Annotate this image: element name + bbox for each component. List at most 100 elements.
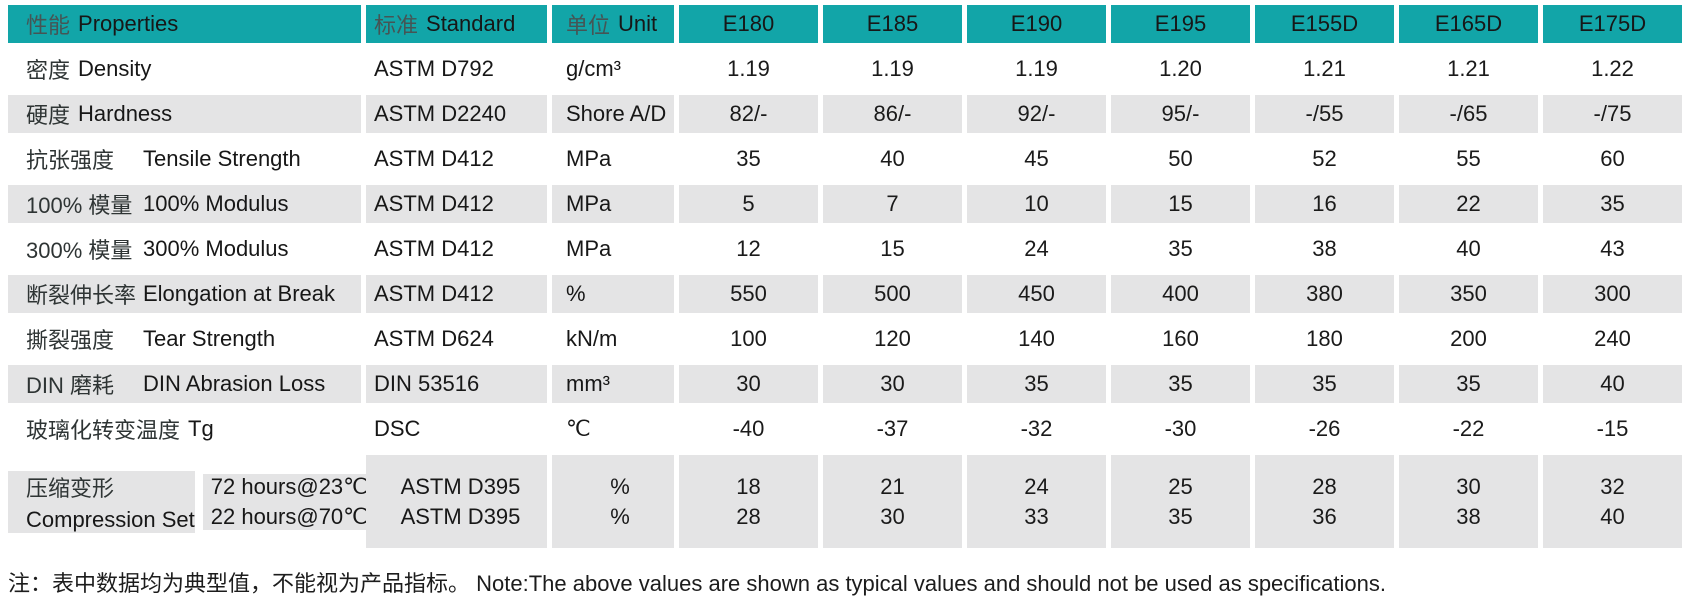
unit-cell: kN/m bbox=[552, 320, 674, 358]
value-cell: 30 bbox=[679, 365, 818, 403]
value-cell: 40 bbox=[1399, 230, 1538, 268]
value-cell: 380 bbox=[1255, 275, 1394, 313]
unit-cell: % bbox=[552, 275, 674, 313]
property-cell: 100% 模量 100% Modulus bbox=[8, 185, 361, 223]
property-en: 300% Modulus bbox=[143, 236, 289, 261]
header-cell-properties: 性能 Properties bbox=[8, 5, 361, 43]
property-cell: 密度 Density bbox=[8, 50, 361, 88]
value-line: 30 bbox=[1456, 473, 1481, 499]
value-cell: -40 bbox=[679, 410, 818, 448]
value-cell: 43 bbox=[1543, 230, 1682, 268]
value-line: 38 bbox=[1456, 503, 1481, 529]
value-cell: -15 bbox=[1543, 410, 1682, 448]
value-cell: 55 bbox=[1399, 140, 1538, 178]
value-cell: 21 30 bbox=[823, 455, 962, 548]
value-cell: 1.21 bbox=[1255, 50, 1394, 88]
value-cell: 25 35 bbox=[1111, 455, 1250, 548]
value-cell: 24 33 bbox=[967, 455, 1106, 548]
property-en: Tensile Strength bbox=[143, 146, 301, 171]
value-cell: 1.22 bbox=[1543, 50, 1682, 88]
value-cell: 28 36 bbox=[1255, 455, 1394, 548]
compression-name-block: 压缩变形 Compression Set bbox=[8, 470, 195, 533]
value-cell: 120 bbox=[823, 320, 962, 358]
unit-cell: g/cm³ bbox=[552, 50, 674, 88]
standard-cell: DSC bbox=[366, 410, 547, 448]
property-zh: DIN 磨耗 bbox=[26, 373, 115, 398]
value-cell: 5 bbox=[679, 185, 818, 223]
unit-cell: MPa bbox=[552, 230, 674, 268]
value-cell: 95/- bbox=[1111, 95, 1250, 133]
value-cell: 1.19 bbox=[967, 50, 1106, 88]
header-cell-product-e155d: E155D bbox=[1255, 5, 1394, 43]
property-en: Compression Set bbox=[26, 506, 195, 532]
header-cell-product-e165d: E165D bbox=[1399, 5, 1538, 43]
standard-cell: DIN 53516 bbox=[366, 365, 547, 403]
value-cell: 7 bbox=[823, 185, 962, 223]
value-cell: -32 bbox=[967, 410, 1106, 448]
property-zh: 玻璃化转变温度 bbox=[26, 418, 181, 443]
value-cell: 300 bbox=[1543, 275, 1682, 313]
header-cell-product-e185: E185 bbox=[823, 5, 962, 43]
property-zh: 100% 模量 bbox=[26, 193, 133, 218]
standard-cell: ASTM D2240 bbox=[366, 95, 547, 133]
property-cell: 断裂伸长率 Elongation at Break bbox=[8, 275, 361, 313]
value-cell: 500 bbox=[823, 275, 962, 313]
property-cell: 玻璃化转变温度 Tg bbox=[8, 410, 361, 448]
header-cell-product-e180: E180 bbox=[679, 5, 818, 43]
value-cell: 35 bbox=[1111, 365, 1250, 403]
value-line: 24 bbox=[1024, 473, 1049, 499]
value-cell: 400 bbox=[1111, 275, 1250, 313]
value-cell: 60 bbox=[1543, 140, 1682, 178]
value-cell: 450 bbox=[967, 275, 1106, 313]
unit-line: % bbox=[610, 473, 630, 499]
value-cell: 92/- bbox=[967, 95, 1106, 133]
value-cell: 50 bbox=[1111, 140, 1250, 178]
standard-cell: ASTM D395 ASTM D395 bbox=[366, 455, 547, 548]
header-cell-unit: 单位 Unit bbox=[552, 5, 674, 43]
value-cell: -26 bbox=[1255, 410, 1394, 448]
value-cell: -30 bbox=[1111, 410, 1250, 448]
value-cell: 240 bbox=[1543, 320, 1682, 358]
property-zh: 抗张强度 bbox=[26, 148, 115, 173]
value-line: 25 bbox=[1168, 473, 1193, 499]
value-cell: 35 bbox=[967, 365, 1106, 403]
header-cell-product-e190: E190 bbox=[967, 5, 1106, 43]
value-cell: -/65 bbox=[1399, 95, 1538, 133]
value-cell: 22 bbox=[1399, 185, 1538, 223]
value-cell: 16 bbox=[1255, 185, 1394, 223]
standard-cell: ASTM D412 bbox=[366, 275, 547, 313]
value-cell: 1.19 bbox=[679, 50, 818, 88]
value-cell: 35 bbox=[1111, 230, 1250, 268]
unit-line: % bbox=[610, 503, 630, 529]
property-zh: 断裂伸长率 bbox=[26, 283, 137, 308]
standard-cell: ASTM D792 bbox=[366, 50, 547, 88]
value-cell: 18 28 bbox=[679, 455, 818, 548]
value-cell: -37 bbox=[823, 410, 962, 448]
properties-label-zh: 性能 bbox=[26, 13, 71, 38]
property-zh: 300% 模量 bbox=[26, 238, 133, 263]
value-cell: 200 bbox=[1399, 320, 1538, 358]
value-line: 32 bbox=[1600, 473, 1625, 499]
condition-line: 72 hours@23℃ bbox=[210, 473, 368, 499]
standard-line: ASTM D395 bbox=[400, 503, 521, 529]
property-en: Tg bbox=[188, 416, 214, 441]
unit-cell: MPa bbox=[552, 140, 674, 178]
standard-label-zh: 标准 bbox=[374, 13, 419, 38]
unit-cell: MPa bbox=[552, 185, 674, 223]
value-cell: 15 bbox=[823, 230, 962, 268]
property-en: 100% Modulus bbox=[143, 191, 289, 216]
value-cell: -/75 bbox=[1543, 95, 1682, 133]
value-cell: 52 bbox=[1255, 140, 1394, 178]
standard-line: ASTM D395 bbox=[400, 473, 521, 499]
value-cell: 160 bbox=[1111, 320, 1250, 358]
standard-label-en: Standard bbox=[426, 11, 516, 36]
property-en: Elongation at Break bbox=[143, 281, 336, 306]
value-cell: 550 bbox=[679, 275, 818, 313]
property-cell: DIN 磨耗 DIN Abrasion Loss bbox=[8, 365, 361, 403]
value-line: 40 bbox=[1600, 503, 1625, 529]
value-cell: 35 bbox=[679, 140, 818, 178]
value-cell: 12 bbox=[679, 230, 818, 268]
value-line: 30 bbox=[880, 503, 905, 529]
compression-property-cell: 压缩变形 Compression Set 72 hours@23℃ 22 hou… bbox=[8, 455, 368, 548]
footnote: 注：表中数据均为典型值，不能视为产品指标。 Note:The above val… bbox=[8, 571, 1386, 596]
